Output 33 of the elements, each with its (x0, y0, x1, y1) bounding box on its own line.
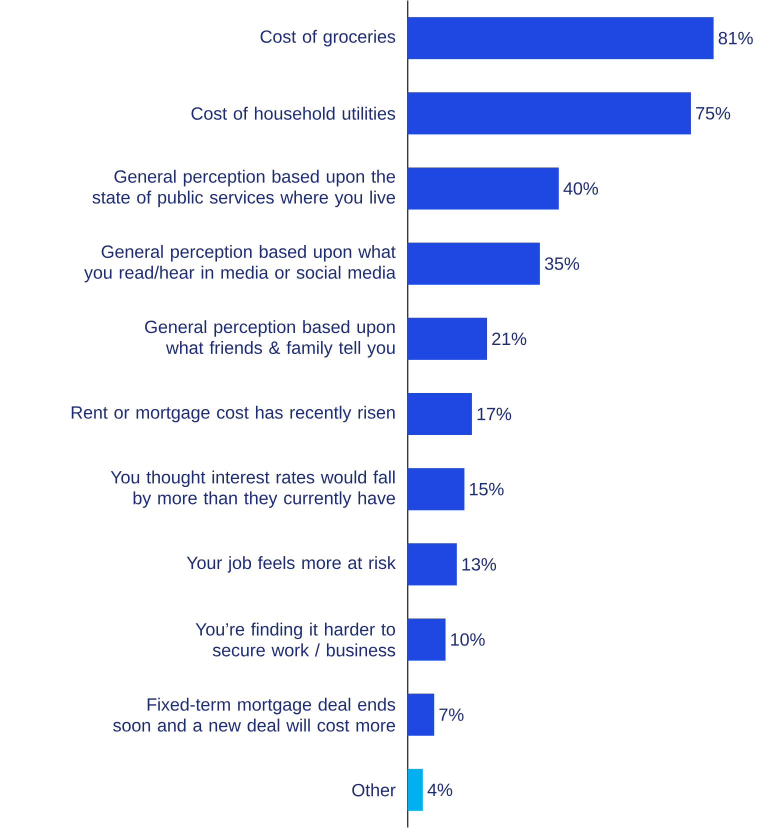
data-label: 75% (696, 107, 730, 120)
data-label: 40% (563, 182, 598, 195)
data-label: 21% (492, 332, 526, 346)
y-tick-label: Cost of household utilities (191, 106, 395, 120)
bar (408, 318, 487, 360)
y-tick-label: Other (352, 783, 396, 796)
y-tick-label: Cost of groceries (260, 30, 395, 46)
data-label: 35% (544, 257, 579, 270)
data-label: 7% (439, 708, 464, 721)
y-tick-label: You’re finding it harder to secure work / business (195, 622, 395, 656)
y-tick-label: Fixed-term mortgage deal ends soon and a new deal will cost more (112, 698, 395, 732)
data-label: 15% (470, 482, 504, 496)
y-tick-label: General perception based upon the state of public services where you live (92, 170, 395, 208)
bar (408, 618, 446, 661)
data-label: 13% (462, 558, 496, 571)
data-label: 17% (477, 408, 511, 420)
bar (408, 17, 714, 60)
bar (408, 543, 457, 586)
y-tick-label: General perception based upon what you read/hear in media or social media (84, 244, 396, 282)
bar (408, 694, 434, 736)
y-tick-label: Rent or mortgage cost has recently risen (72, 406, 394, 422)
bar (408, 167, 559, 210)
bar (408, 242, 540, 285)
data-label: 4% (427, 784, 452, 796)
data-label: 10% (450, 633, 484, 646)
y-tick-label: General perception based upon what friends & family tell you (144, 320, 394, 358)
bar (408, 768, 423, 811)
y-tick-label: You thought interest rates would fall by more than they currently have (110, 470, 395, 508)
data-label: 81% (718, 32, 753, 44)
bar (408, 392, 472, 436)
bar (408, 468, 464, 510)
bar (408, 92, 691, 134)
y-tick-label: Your job feels more at risk (186, 556, 396, 573)
